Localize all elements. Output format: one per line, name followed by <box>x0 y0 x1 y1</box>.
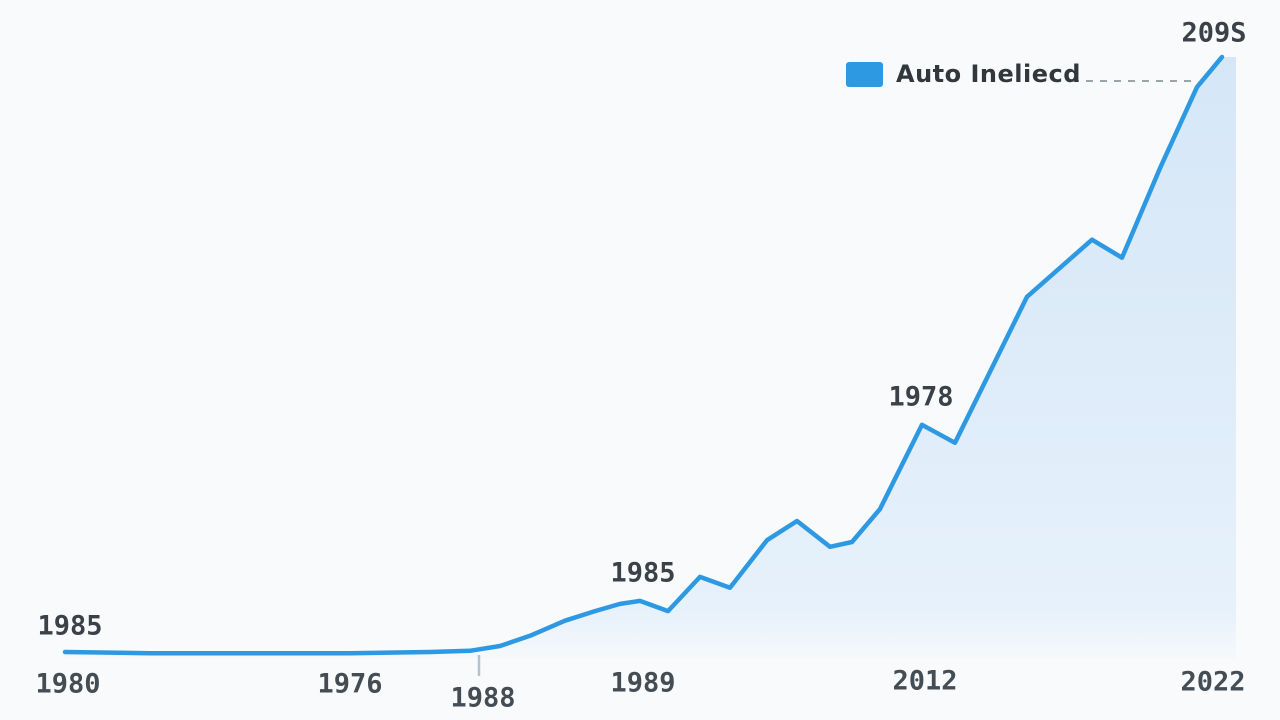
x-tick-label: 2012 <box>892 665 958 697</box>
annotation-label: 1978 <box>888 381 954 413</box>
annotation-label: 1985 <box>37 610 103 642</box>
legend: Auto Ineliecd <box>846 60 1081 88</box>
x-tick-label: 1976 <box>317 668 383 700</box>
annotation-label: 1985 <box>610 557 676 589</box>
x-tick-label: 1988 <box>450 682 516 714</box>
area-fill <box>65 57 1236 658</box>
x-tick-label: 1980 <box>35 668 101 700</box>
series-line <box>62 54 1225 656</box>
x-tick-label: 1989 <box>610 667 676 699</box>
legend-swatch-icon <box>846 61 883 87</box>
x-tick-label: 2022 <box>1180 666 1246 698</box>
annotation-label: 209S <box>1181 17 1247 49</box>
legend-label: Auto Ineliecd <box>896 60 1081 88</box>
